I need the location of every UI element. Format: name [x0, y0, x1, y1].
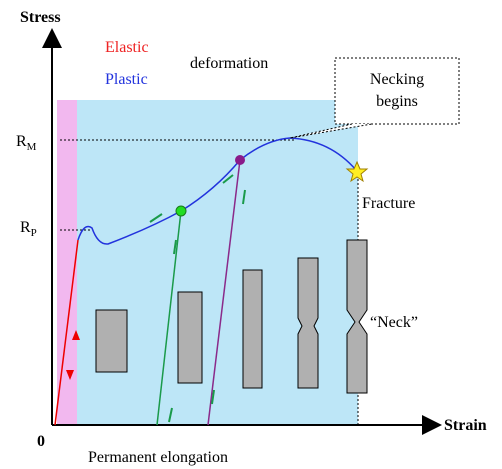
- unload-point-2: [235, 155, 245, 165]
- rp-sub: P: [31, 227, 37, 239]
- callout-pointer: [289, 123, 373, 139]
- deformation-label: deformation: [190, 55, 268, 72]
- callout-box: [334, 57, 460, 125]
- neck-label: “Neck”: [370, 314, 418, 331]
- rm-main: R: [16, 133, 27, 150]
- y-axis-label: Stress: [20, 9, 61, 26]
- load-arrows: [149, 174, 246, 423]
- elastic-line: [54, 239, 79, 426]
- rm-sub: M: [27, 141, 37, 153]
- callout-line-1: Necking: [370, 71, 424, 88]
- unload-point-1: [175, 205, 187, 217]
- x-axis-label: Strain: [444, 417, 487, 434]
- elastic-label: Elastic: [105, 39, 149, 56]
- purple-unload: [207, 159, 241, 426]
- rp-label: RP: [20, 219, 37, 239]
- fracture-star: [345, 160, 369, 183]
- origin-label: 0: [37, 433, 45, 450]
- green-unload: [156, 210, 182, 426]
- rp-main: R: [20, 219, 31, 236]
- specimens: [95, 239, 368, 394]
- fracture-label: Fracture: [362, 195, 415, 212]
- plastic-label: Plastic: [105, 71, 148, 88]
- permanent-label: Permanent elongation: [88, 449, 228, 466]
- elastic-zone: [57, 100, 77, 425]
- callout-line-2: begins: [376, 93, 418, 110]
- elastic-arrows: [66, 330, 80, 380]
- rm-label: RM: [16, 133, 37, 153]
